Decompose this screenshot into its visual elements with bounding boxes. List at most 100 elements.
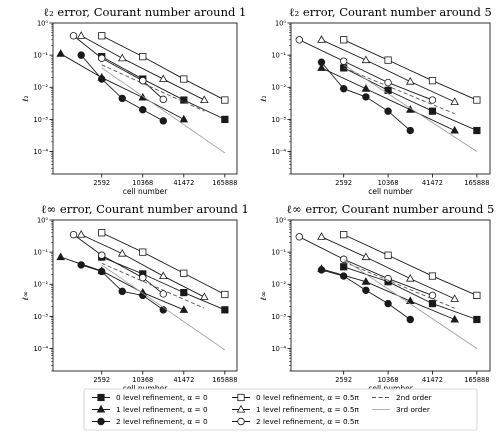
y-tick-label: 10⁻³ [271,116,286,124]
legend-label: 2 level refinement, α = 0 [116,417,208,426]
data-point [473,315,481,324]
x-tick-label: 2592 [93,376,110,384]
data-point [473,291,481,299]
data-point [317,266,326,274]
data-point [428,107,437,115]
series-line [101,256,226,311]
x-tick-label: 165888 [464,376,489,384]
x-tick-label: 41472 [173,179,194,187]
third-order-line [343,64,478,152]
data-point [362,93,370,101]
x-tick-label: 10368 [378,179,399,187]
data-point [200,292,209,301]
series-second-order [101,262,205,309]
data-point [406,126,414,135]
legend-entry-third-order: 3rd order [372,405,430,414]
data-point [180,75,188,83]
plot-frame [52,22,238,175]
data-point [139,248,147,256]
data-point [200,95,209,104]
y-tick-label: 10⁻¹ [33,249,48,257]
series-l0-a05 [98,32,229,104]
data-point [340,231,348,239]
y-tick-label: 10⁻¹ [271,52,286,60]
data-point [180,288,188,297]
series-line [299,39,433,101]
y-axis-label: ℓ₂ [259,95,268,102]
x-axis-label: cell number [123,187,168,196]
y-tick-label: 10⁰ [275,216,286,224]
data-point [56,252,65,261]
y-tick-label: 10⁻¹ [33,52,48,60]
legend-marker [237,417,245,426]
data-point [450,314,459,323]
data-point [428,291,437,300]
data-point [384,78,392,87]
data-point [98,32,106,40]
series-second-order [343,67,455,115]
data-point [384,56,392,64]
x-tick-label: 165888 [212,376,237,384]
series-line [81,264,164,311]
data-point [384,251,392,259]
series-line [80,35,205,101]
second-order-line [343,67,455,115]
y-tick-label: 10⁰ [275,19,286,27]
x-tick-label: 165888 [464,179,489,187]
legend-label: 0 level refinement, α = 0 [116,393,208,402]
series-l2-a05 [295,36,437,104]
y-tick-label: 10⁻⁴ [271,148,286,156]
x-tick-label: 41472 [173,376,194,384]
data-point [405,76,415,85]
y-tick-label: 10⁻⁴ [33,345,48,353]
panel-title: ℓ₂ error, Courant number around 5 [289,5,492,19]
data-point [139,273,147,282]
data-point [450,97,459,105]
data-point [76,230,86,238]
y-tick-label: 10⁻² [271,281,286,289]
y-tick-label: 10⁻³ [33,313,48,321]
data-point [361,277,371,285]
legend-marker [236,404,246,413]
y-tick-label: 10⁻⁴ [33,148,48,156]
series-l1-a05 [317,232,459,302]
series-third-order [343,64,478,152]
x-axis-label: cell number [368,187,413,196]
y-tick-label: 10⁻² [33,84,48,92]
legend-box [83,388,478,431]
data-point [221,96,229,104]
series-line [321,67,455,131]
series-l0-a05 [340,231,481,299]
data-point [450,125,459,134]
legend-entry-l2-a05: 2 level refinement, α = 0.5π [232,417,360,426]
data-point [339,85,348,93]
y-tick-label: 10⁻³ [271,313,286,321]
data-point [405,296,415,305]
y-tick-label: 10⁰ [37,216,48,224]
data-point [295,233,304,241]
series-l1-a0 [317,63,459,134]
legend-entry-second-order: 2nd order [372,393,432,402]
plot-frame [290,219,491,372]
series-line [60,53,185,120]
series-l1-a05 [76,31,209,104]
data-point [139,76,147,85]
series-third-order [101,67,226,154]
data-point [98,251,106,259]
data-point [118,287,126,296]
data-point [98,267,106,276]
series-line [81,234,205,298]
data-point [384,274,392,283]
data-point [98,75,106,83]
data-point [159,271,168,280]
data-point [98,54,106,62]
series-line [101,232,226,295]
data-point [221,290,229,299]
series-l1-a0 [317,264,459,323]
series-second-order [101,64,205,112]
data-point [361,55,371,64]
data-point [317,63,326,71]
legend-entry-l0-a0: 0 level refinement, α = 0 [92,393,208,402]
